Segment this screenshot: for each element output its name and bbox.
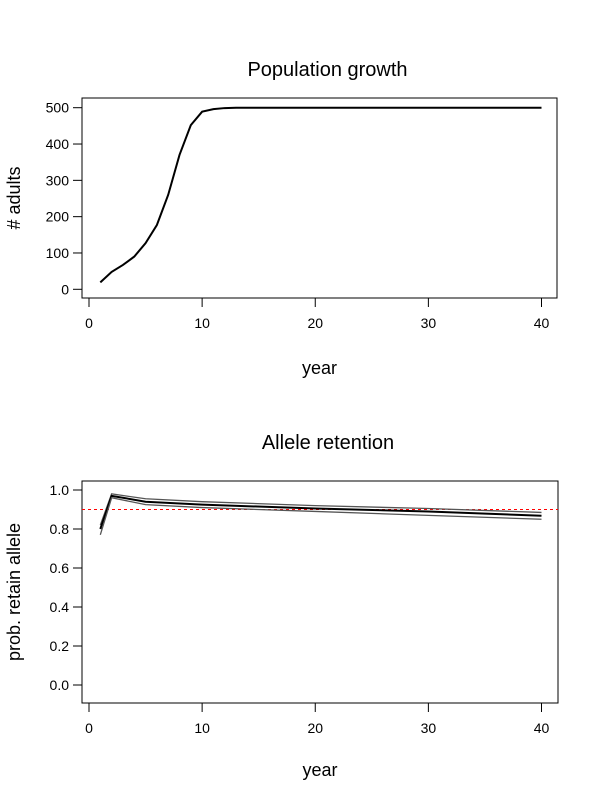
y-tick-label: 400 [46,136,70,152]
x-tick-label: 40 [534,315,550,331]
y-tick-label: 0.4 [50,599,70,615]
y-axis-label: # adults [4,166,24,229]
y-tick-label: 0.2 [50,638,70,654]
series-line-1 [99,493,542,526]
y-tick-label: 100 [46,245,70,261]
x-tick-label: 0 [85,315,93,331]
y-tick-label: 200 [46,209,70,225]
x-tick-label: 30 [421,720,437,736]
x-tick-label: 10 [194,720,210,736]
x-axis-label: year [302,760,337,780]
x-tick-label: 0 [85,720,93,736]
plot-frame [81,480,559,704]
y-tick-label: 0.6 [50,560,70,576]
series-line-2 [99,494,542,530]
chart-title: Allele retention [262,432,394,454]
x-tick-label: 20 [307,720,323,736]
y-tick-label: 300 [46,172,70,188]
panel-2: Allele retention year prob. retain allele 0… [4,432,559,780]
x-tick-label: 40 [534,720,550,736]
x-axis-label: year [302,358,337,378]
x-tick-label: 10 [194,315,210,331]
y-axis-label: prob. retain allele [4,523,24,661]
x-tick-label: 20 [307,315,323,331]
series-line-1 [99,106,542,284]
y-tick-label: 1.0 [50,482,70,498]
y-tick-label: 0.0 [50,677,70,693]
chart-title: Population growth [247,59,407,81]
x-tick-label: 30 [421,315,437,331]
series-line-3 [99,497,542,536]
plot-frame [81,97,558,299]
y-tick-label: 0.8 [50,521,70,537]
y-tick-label: 500 [46,100,70,116]
y-tick-label: 0 [61,281,69,297]
